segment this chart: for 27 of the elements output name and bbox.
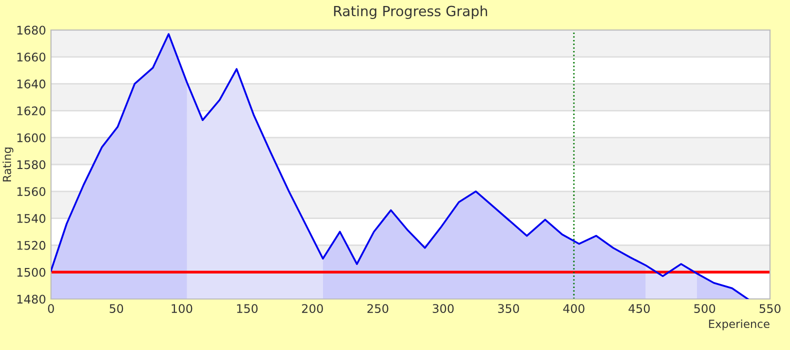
x-tick-label: 100 [172,304,192,313]
x-tick-label: 200 [302,304,323,313]
x-tick-label: 350 [498,304,520,313]
y-tick-label: 1600 [17,133,46,142]
x-tick-label: 500 [694,304,716,313]
x-tick-label: 50 [110,304,124,313]
y-axis-title: Rating [2,148,14,182]
y-tick-label: 1580 [17,160,46,170]
x-tick-label: 400 [563,304,584,313]
chart-title: Rating Progress Graph [334,6,488,19]
x-tick-label: 550 [760,304,780,313]
y-tick-label: 1480 [17,294,46,304]
y-tick-label: 1620 [17,106,46,116]
y-tick-label: 1660 [17,52,46,62]
x-tick-label: 250 [367,304,388,313]
y-tick-label: 1500 [17,268,46,277]
x-axis-title: Experience [709,319,770,330]
y-tick-label: 1680 [17,26,46,35]
y-tick-label: 1520 [17,240,46,250]
y-tick-label: 1640 [17,80,46,88]
x-tick-label: 300 [432,304,454,313]
y-tick-label: 1540 [17,214,46,223]
x-tick-label: 150 [237,304,258,313]
x-tick-label: 450 [628,304,650,313]
y-tick-label: 1560 [17,187,46,196]
x-tick-label: 0 [48,304,54,313]
line-series [51,33,749,299]
